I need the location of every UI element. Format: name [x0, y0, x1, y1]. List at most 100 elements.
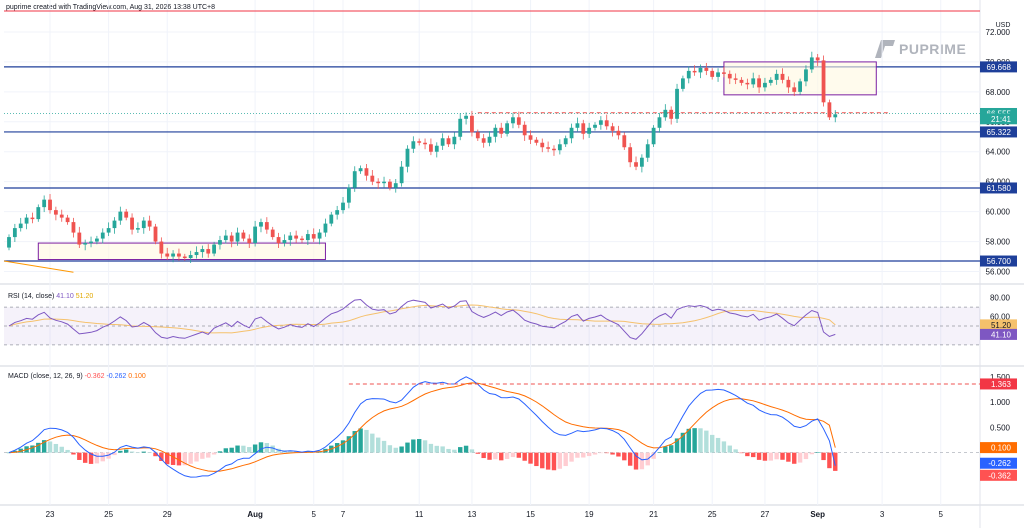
- time-tick-label: 19: [585, 510, 594, 519]
- macd-histogram-bar: [475, 452, 480, 454]
- candle-body: [423, 142, 427, 145]
- candle: [364, 164, 369, 181]
- macd-histogram-bar: [733, 449, 738, 453]
- time-tick-label: 29: [163, 510, 172, 519]
- candle-body: [704, 67, 709, 71]
- candle: [423, 138, 427, 150]
- brand-logo-text: PUPRIME: [899, 41, 967, 57]
- candle-body: [657, 117, 662, 128]
- rsi-line: [8, 298, 836, 340]
- candle-body: [546, 147, 551, 149]
- macd-histogram-bar: [586, 452, 592, 457]
- macd-histogram-bar: [352, 431, 357, 453]
- macd-histogram-bar: [516, 452, 522, 458]
- macd-histogram-bar: [18, 448, 23, 453]
- candle-body: [417, 141, 422, 143]
- candle-body: [159, 241, 164, 254]
- macd-pane: [4, 376, 980, 478]
- macd-histogram-bar: [604, 452, 609, 454]
- time-tick-label: 27: [760, 510, 769, 519]
- macd-histogram-bar: [686, 428, 691, 453]
- candle-body: [182, 256, 187, 259]
- candle-body: [165, 253, 170, 257]
- candle: [411, 136, 416, 153]
- macd-histogram-bar: [59, 446, 64, 453]
- macd-histogram-bar: [106, 452, 111, 459]
- candle-body: [282, 240, 287, 244]
- macd-histogram-bar: [153, 452, 158, 457]
- macd-histogram-bar: [393, 447, 398, 453]
- price-axis-label-text: 61.580: [987, 184, 1012, 193]
- candle: [305, 229, 310, 246]
- candle-body: [171, 253, 175, 257]
- candle: [323, 218, 328, 237]
- price-axis-label-text: 56.700: [987, 257, 1012, 266]
- macd-histogram-bar: [217, 451, 223, 453]
- candle-body: [405, 148, 410, 167]
- macd-histogram-bar: [88, 452, 94, 464]
- candle: [352, 166, 357, 192]
- price-axis-label-bg: [980, 61, 1017, 73]
- macd-histogram-bar: [176, 452, 182, 466]
- macd-histogram-bar: [65, 449, 70, 453]
- candle: [165, 247, 170, 260]
- candle: [581, 119, 586, 140]
- candle-body: [710, 70, 715, 77]
- candle: [188, 250, 193, 263]
- macd-histogram-bar: [36, 442, 41, 453]
- indicator-titles: RSI (14, close) 41.10 51.20 MACD (close, …: [8, 293, 146, 380]
- candle-body: [540, 142, 545, 148]
- price-tick-label: 58.000: [986, 238, 1011, 247]
- candle: [681, 75, 685, 92]
- candle: [223, 229, 228, 244]
- candle: [610, 122, 615, 137]
- candle-body: [563, 138, 568, 145]
- candle: [768, 77, 773, 86]
- candle: [452, 132, 457, 150]
- candle-body: [153, 226, 158, 242]
- macd-histogram-bar: [41, 440, 47, 453]
- candle: [534, 137, 539, 146]
- candle-body: [399, 166, 404, 184]
- candle: [651, 125, 656, 147]
- macd-histogram-bar: [159, 452, 164, 461]
- macd-histogram-bar: [493, 452, 498, 460]
- candle: [757, 74, 761, 94]
- time-tick-label: 7: [341, 510, 346, 519]
- candle-body: [663, 109, 668, 118]
- candle-body: [681, 78, 685, 89]
- macd-histogram-bar: [809, 452, 815, 455]
- candle-body: [106, 228, 111, 233]
- candle-body: [358, 168, 363, 172]
- candle-body: [733, 78, 738, 80]
- rsi-ma-value: 51.20: [76, 293, 94, 300]
- candle: [270, 226, 275, 240]
- rsi-axis-label: 41.10: [980, 328, 1017, 340]
- candle-body: [534, 139, 539, 143]
- candle: [434, 142, 439, 158]
- candle: [194, 246, 199, 259]
- candle-body: [130, 217, 134, 230]
- macd-histogram-bar: [534, 452, 539, 467]
- candle: [686, 66, 691, 84]
- price-axis-label: 56.700: [980, 255, 1017, 267]
- candle: [276, 232, 281, 249]
- macd-histogram-bar: [100, 452, 105, 462]
- time-tick-label: 23: [46, 510, 55, 519]
- candle-body: [722, 72, 726, 74]
- candle-body: [622, 135, 627, 148]
- candle-body: [651, 127, 656, 145]
- candle: [487, 131, 492, 147]
- macd-axis-label: 0.100: [980, 442, 1017, 454]
- macd-histogram-bar: [569, 452, 574, 462]
- candle-body: [768, 79, 773, 83]
- candle-body: [429, 144, 433, 152]
- candle: [294, 230, 299, 243]
- candle-body: [464, 115, 468, 119]
- candle-body: [276, 237, 281, 244]
- macd-histogram-bar: [745, 452, 750, 457]
- candle: [42, 195, 47, 213]
- macd-histogram-bar: [364, 429, 369, 453]
- candle: [792, 82, 797, 97]
